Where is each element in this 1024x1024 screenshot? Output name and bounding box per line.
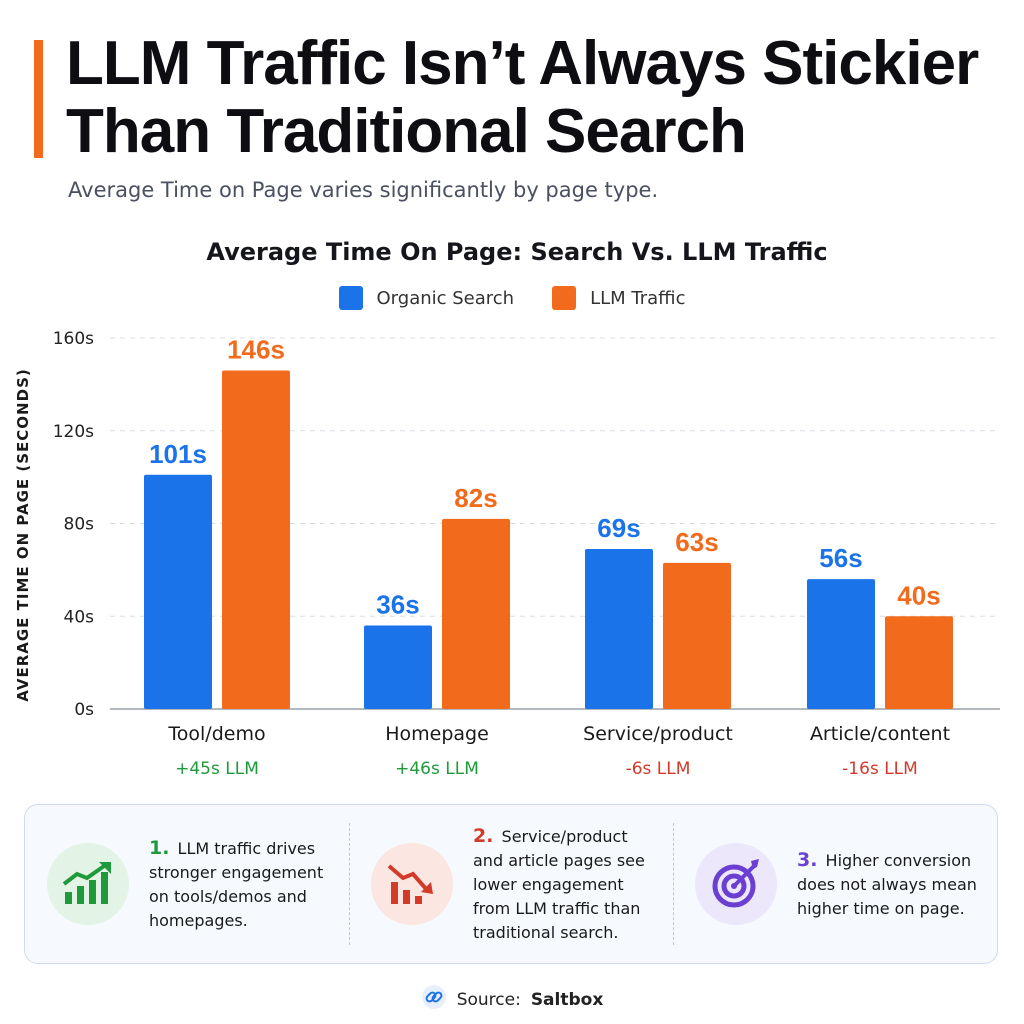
title-accent-bar bbox=[34, 40, 43, 158]
difference-label: +46s LLM bbox=[395, 759, 479, 779]
link-icon bbox=[421, 984, 447, 1015]
insight-2-number: 2. bbox=[473, 824, 494, 847]
bar-chart: 0s 40s 80s 120s 160s 101s 146s Tool/demo +45s LL… bbox=[53, 329, 1000, 779]
legend-label-llm: LLM Traffic bbox=[590, 287, 686, 309]
data-label: 56s bbox=[819, 543, 862, 573]
insight-1: 1. LLM traffic drives stronger engagemen… bbox=[25, 805, 349, 963]
bar-llm bbox=[663, 562, 731, 709]
insight-1-number: 1. bbox=[149, 836, 170, 859]
bar-organic bbox=[144, 474, 212, 709]
difference-label: +45s LLM bbox=[175, 759, 259, 779]
legend-swatch-organic bbox=[338, 286, 363, 310]
chart-title: Average Time On Page: Search Vs. LLM Tra… bbox=[206, 238, 828, 266]
insight-3: 3. Higher conversion does not always mea… bbox=[673, 805, 997, 963]
category-label: Service/product bbox=[583, 723, 733, 745]
category-label: Article/content bbox=[810, 723, 950, 745]
growth-chart-icon bbox=[47, 843, 129, 925]
legend-label-organic: Organic Search bbox=[376, 287, 515, 309]
y-tick-label: 160s bbox=[53, 329, 94, 349]
page-title: LLM Traffic Isn’t Always Stickier Than T… bbox=[66, 29, 979, 166]
insight-3-text: 3. Higher conversion does not always mea… bbox=[797, 848, 981, 921]
data-label: 63s bbox=[675, 527, 718, 557]
y-tick-label: 120s bbox=[53, 422, 94, 442]
source-name: Saltbox bbox=[530, 989, 604, 1010]
data-label: 40s bbox=[897, 580, 940, 610]
data-label: 36s bbox=[376, 590, 419, 620]
page-subtitle: Average Time on Page varies significantl… bbox=[68, 178, 659, 202]
source-line: Source: Saltbox bbox=[0, 984, 1024, 1015]
bar-llm bbox=[442, 518, 510, 709]
legend-item-llm: LLM Traffic bbox=[552, 286, 685, 310]
target-icon bbox=[695, 843, 777, 925]
source-label: Source: bbox=[456, 989, 521, 1010]
y-tick-label: 0s bbox=[74, 700, 94, 720]
bar-llm bbox=[222, 370, 290, 709]
insights-panel: 1. LLM traffic drives stronger engagemen… bbox=[24, 804, 998, 964]
y-tick-label: 80s bbox=[64, 515, 95, 535]
insight-3-body: Higher conversion does not always mean h… bbox=[797, 850, 977, 918]
bar-llm bbox=[885, 616, 953, 709]
difference-label: -6s LLM bbox=[626, 759, 691, 779]
legend-item-organic: Organic Search bbox=[338, 286, 515, 310]
insight-2: 2. Service/product and article pages see… bbox=[349, 805, 673, 963]
insight-1-text: 1. LLM traffic drives stronger engagemen… bbox=[149, 836, 333, 933]
data-label: 82s bbox=[454, 483, 497, 513]
bar-organic bbox=[364, 625, 432, 709]
bar-organic bbox=[585, 549, 653, 709]
chart-legend: Organic Search LLM Traffic bbox=[0, 286, 1024, 310]
difference-label: -16s LLM bbox=[842, 759, 918, 779]
data-label: 146s bbox=[227, 334, 285, 364]
decline-chart-icon bbox=[371, 843, 453, 925]
insight-2-body: Service/product and article pages see lo… bbox=[473, 826, 645, 942]
insight-1-body: LLM traffic drives stronger engagement o… bbox=[149, 838, 324, 930]
data-label: 101s bbox=[149, 439, 207, 469]
insight-2-text: 2. Service/product and article pages see… bbox=[473, 824, 657, 945]
category-label: Tool/demo bbox=[167, 723, 265, 745]
bar-organic bbox=[807, 579, 875, 709]
insight-3-number: 3. bbox=[797, 848, 818, 871]
data-label: 69s bbox=[597, 513, 640, 543]
legend-swatch-llm bbox=[552, 286, 577, 310]
y-tick-label: 40s bbox=[64, 607, 95, 627]
category-label: Homepage bbox=[385, 723, 489, 745]
